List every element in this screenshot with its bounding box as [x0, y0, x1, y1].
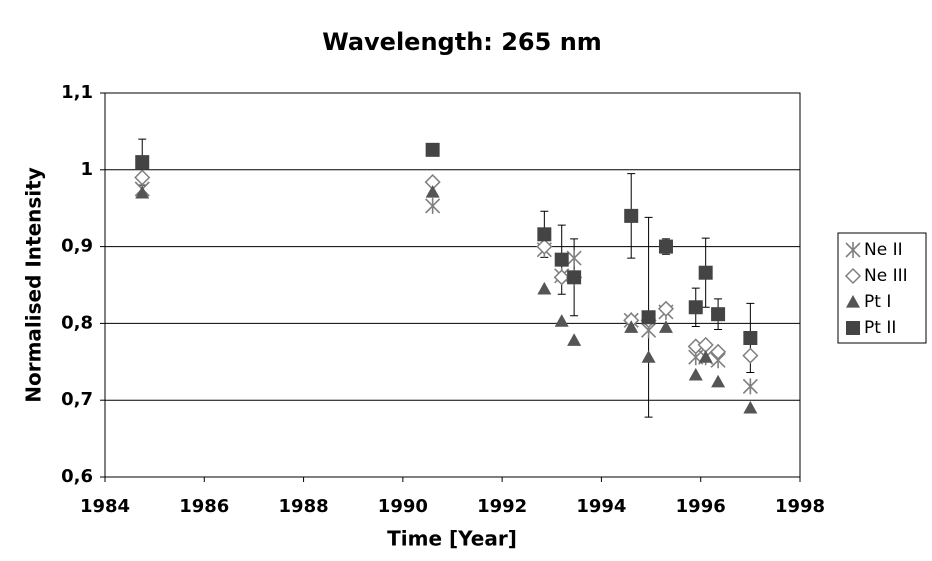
- point: [624, 208, 639, 223]
- point: [698, 350, 713, 363]
- chart-title: Wavelength: 265 nm: [322, 28, 602, 56]
- legend-marker: [846, 321, 860, 335]
- point: [537, 227, 552, 242]
- point: [567, 333, 582, 346]
- point: [641, 310, 656, 325]
- point: [711, 374, 726, 388]
- x-tick-label: 1996: [676, 496, 726, 517]
- point: [658, 239, 673, 254]
- point: [135, 155, 150, 170]
- point: [742, 378, 758, 395]
- y-tick-label: 0,7: [61, 389, 93, 410]
- point: [134, 169, 151, 186]
- x-axis-label: Time [Year]: [387, 527, 517, 551]
- point: [425, 142, 440, 157]
- legend-label: Ne III: [864, 266, 908, 286]
- point: [710, 343, 727, 360]
- point: [742, 347, 759, 364]
- y-tick-label: 1: [80, 159, 93, 180]
- x-tick-label: 1984: [80, 496, 130, 517]
- legend-marker: [845, 242, 861, 258]
- point: [658, 320, 673, 333]
- point: [688, 367, 703, 381]
- point: [566, 250, 582, 267]
- legend-marker: [844, 267, 862, 285]
- plot-area: [104, 92, 801, 478]
- point: [743, 400, 758, 414]
- y-tick-label: 0,9: [61, 236, 93, 257]
- legend-marker: [846, 295, 860, 308]
- point: [567, 270, 582, 285]
- legend-label: Pt I: [864, 292, 891, 312]
- point: [553, 269, 570, 286]
- x-tick-label: 1990: [378, 496, 428, 517]
- x-tick-label: 1998: [775, 496, 825, 517]
- point: [135, 185, 150, 199]
- point: [688, 300, 703, 315]
- legend-label: Pt II: [864, 318, 896, 338]
- x-tick-label: 1992: [477, 496, 527, 517]
- x-tick-label: 1994: [576, 496, 626, 517]
- point: [657, 300, 675, 317]
- point: [554, 314, 569, 327]
- point: [711, 307, 726, 322]
- y-tick-label: 1,1: [61, 82, 93, 103]
- point: [743, 330, 758, 345]
- x-tick-label: 1988: [279, 496, 329, 517]
- y-axis-label: Normalised Intensity: [22, 167, 46, 403]
- point: [536, 238, 553, 255]
- point: [425, 185, 440, 198]
- point: [624, 320, 639, 333]
- legend-label: Ne II: [864, 240, 903, 260]
- x-tick-label: 1986: [179, 496, 229, 517]
- y-tick-label: 0,8: [61, 312, 93, 333]
- point: [554, 252, 569, 267]
- point: [537, 281, 552, 295]
- point: [698, 265, 713, 280]
- y-tick-label: 0,6: [61, 466, 93, 487]
- point: [425, 197, 441, 214]
- point: [641, 350, 656, 363]
